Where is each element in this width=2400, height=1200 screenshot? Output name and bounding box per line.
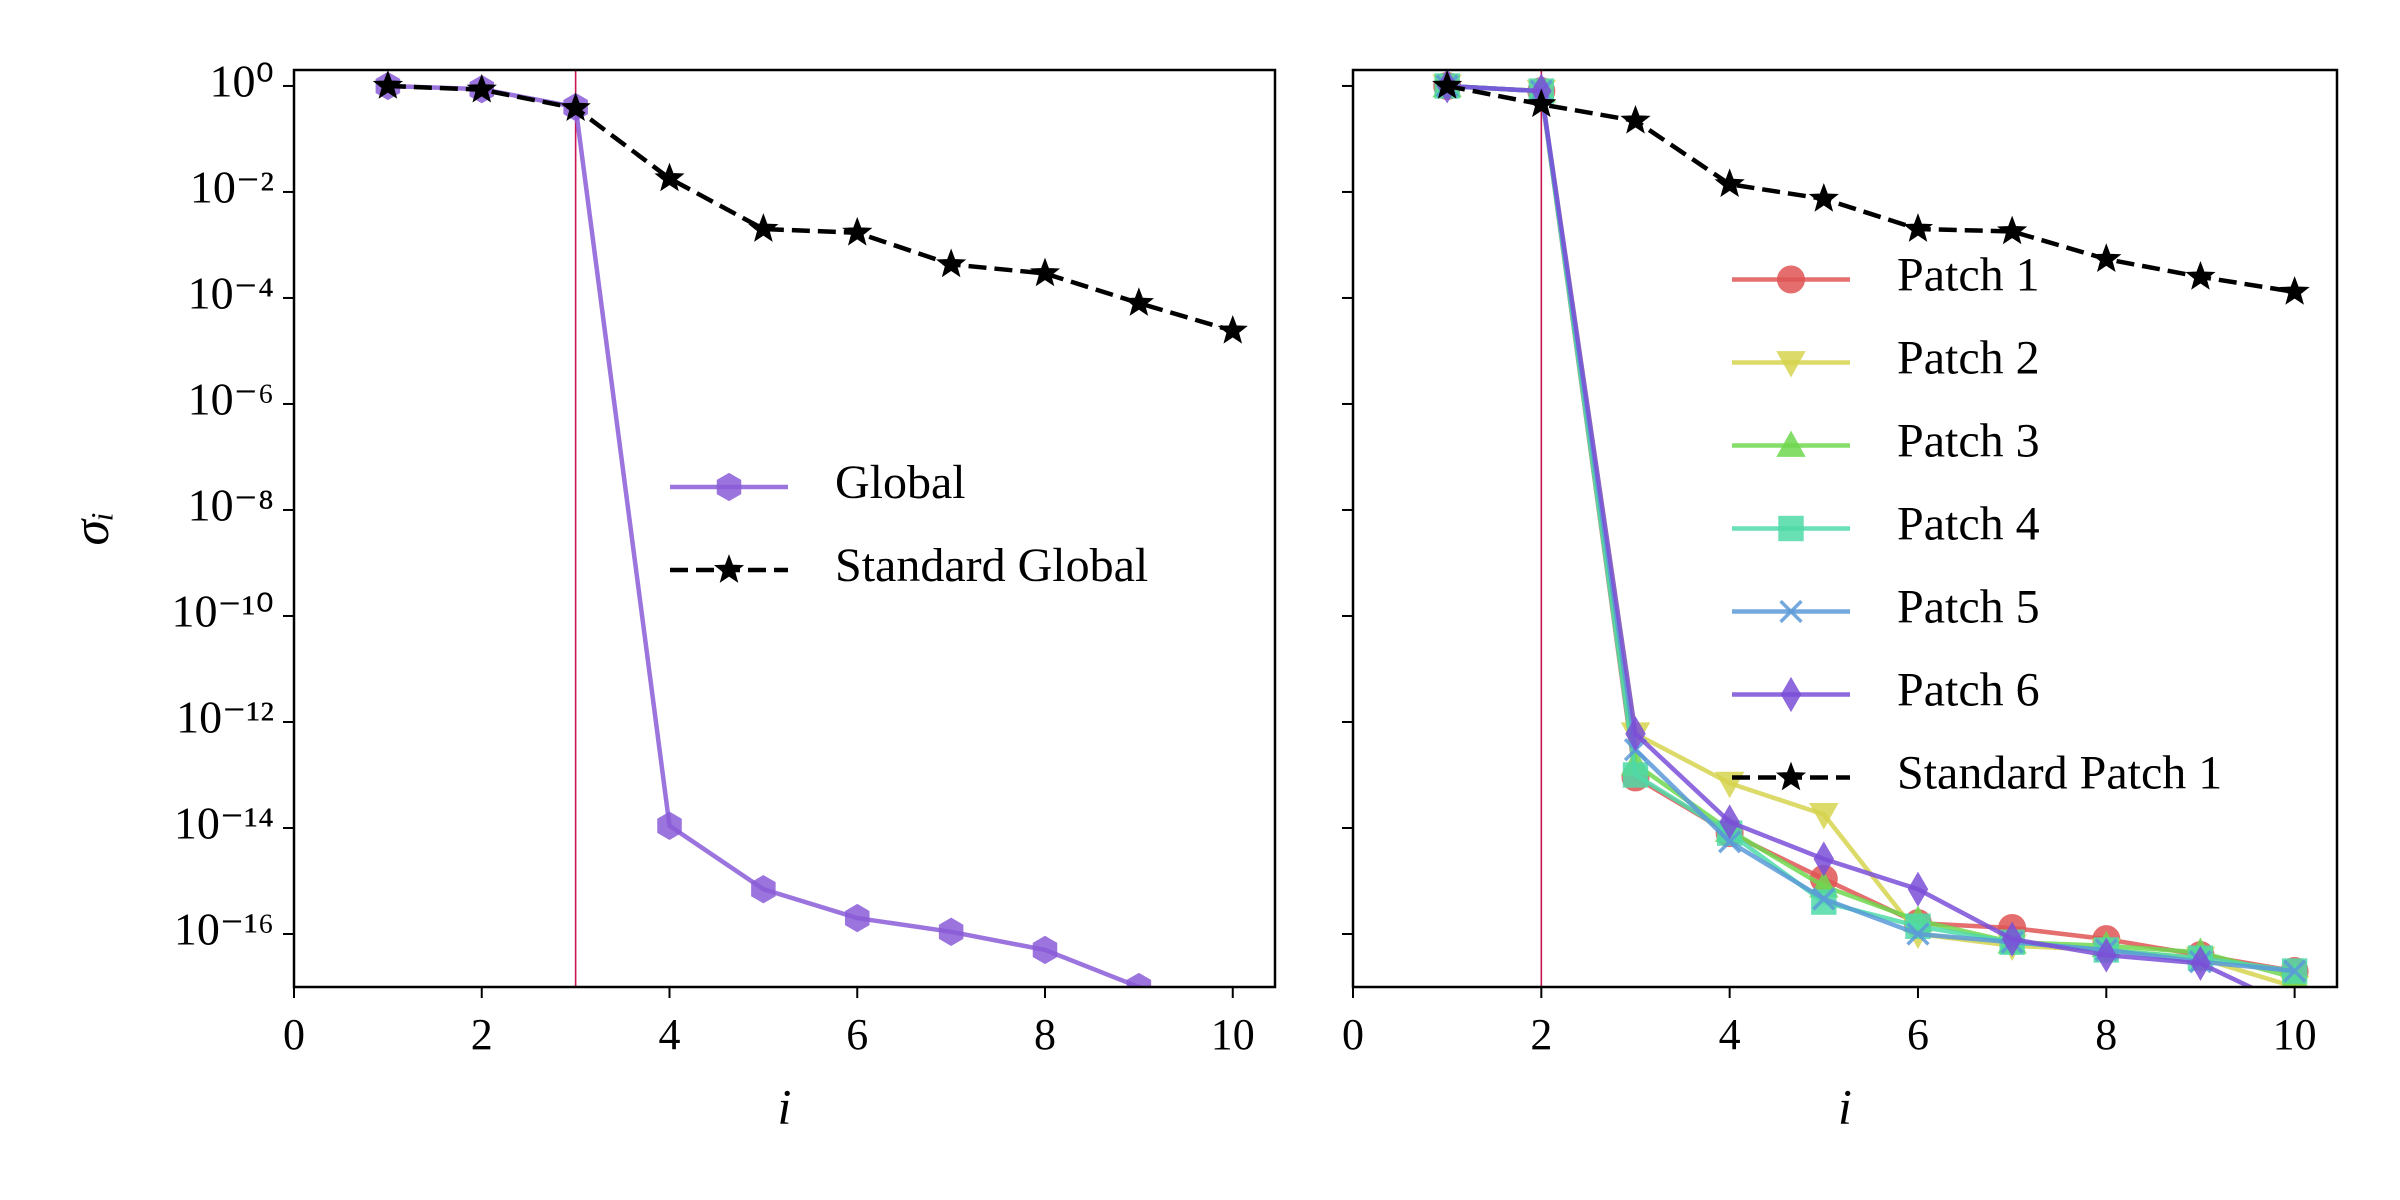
marker bbox=[1029, 257, 1061, 287]
marker bbox=[1809, 803, 1839, 830]
y-tick-label: 10⁻⁴ bbox=[188, 268, 274, 319]
marker bbox=[1907, 871, 1929, 907]
y-axis-label: σᵢ bbox=[63, 512, 120, 546]
marker bbox=[1625, 716, 1646, 752]
axes-frame bbox=[292, 68, 1277, 989]
marker bbox=[1032, 935, 1058, 965]
series-line bbox=[387, 83, 1234, 333]
x-axis-label: i bbox=[1838, 1078, 1852, 1134]
marker bbox=[716, 472, 742, 502]
legend-label: Patch 2 bbox=[1897, 332, 2040, 385]
legend-label: Patch 4 bbox=[1897, 498, 2040, 551]
legend-label: Global bbox=[835, 456, 966, 509]
marker bbox=[1775, 761, 1807, 791]
x-axis-label: i bbox=[778, 1078, 792, 1134]
x-tick-label: 4 bbox=[659, 1010, 681, 1059]
marker bbox=[2279, 276, 2310, 305]
marker bbox=[1719, 804, 1740, 840]
marker bbox=[2282, 959, 2307, 983]
legend-label: Patch 1 bbox=[1897, 249, 2040, 302]
legend-label: Patch 5 bbox=[1897, 581, 2040, 634]
y-tick-label: 10⁻¹⁴ bbox=[174, 798, 274, 849]
series-line bbox=[1447, 83, 2295, 974]
marker bbox=[2096, 937, 2117, 973]
marker bbox=[1622, 762, 1649, 788]
marker bbox=[1776, 430, 1806, 457]
marker bbox=[842, 216, 873, 246]
marker bbox=[1217, 314, 1248, 344]
marker bbox=[1718, 830, 1742, 854]
marker bbox=[1780, 676, 1802, 713]
x-tick-label: 8 bbox=[1034, 1010, 1056, 1059]
x-tick-label: 6 bbox=[1907, 1010, 1929, 1059]
x-tick-label: 10 bbox=[2273, 1010, 2317, 1059]
y-tick-label: 10⁻¹² bbox=[176, 692, 274, 743]
marker bbox=[1779, 599, 1803, 624]
marker bbox=[1813, 841, 1835, 877]
marker bbox=[1812, 887, 1836, 911]
x-tick-label: 10 bbox=[1211, 1010, 1255, 1059]
marker bbox=[936, 248, 967, 278]
marker bbox=[2185, 261, 2216, 290]
plot-area bbox=[1432, 70, 2310, 987]
marker bbox=[560, 92, 591, 122]
legend-label: Patch 6 bbox=[1897, 664, 2040, 717]
series-line bbox=[1447, 83, 2256, 987]
marker bbox=[1714, 168, 1745, 198]
marker bbox=[2190, 945, 2211, 981]
series-line bbox=[1446, 83, 2295, 295]
y-tick-label: 10⁻¹⁰ bbox=[171, 586, 274, 637]
marker bbox=[844, 903, 870, 933]
y-tick-label: 10⁻² bbox=[190, 162, 274, 213]
marker bbox=[1777, 265, 1805, 294]
legend-label: Standard Global bbox=[835, 539, 1148, 592]
y-tick-label: 10⁻⁶ bbox=[188, 374, 274, 425]
axes-frame bbox=[1351, 68, 2339, 989]
x-tick-label: 2 bbox=[1530, 1010, 1552, 1059]
series-line bbox=[1447, 83, 2296, 980]
x-tick-label: 2 bbox=[471, 1010, 493, 1059]
y-tick-label: 10⁻¹⁶ bbox=[174, 904, 274, 955]
marker bbox=[713, 554, 745, 583]
marker bbox=[466, 73, 497, 103]
plot-area bbox=[372, 70, 1248, 987]
marker bbox=[1906, 922, 1930, 946]
marker bbox=[1432, 70, 1463, 99]
series-line bbox=[1447, 83, 2296, 987]
series-line bbox=[1447, 83, 2296, 974]
marker bbox=[748, 213, 779, 242]
marker bbox=[1997, 215, 2028, 245]
legend-label: Patch 3 bbox=[1897, 415, 2040, 468]
marker bbox=[751, 875, 776, 904]
marker bbox=[1526, 88, 1557, 118]
marker bbox=[2091, 243, 2122, 272]
x-tick-label: 8 bbox=[2095, 1010, 2117, 1059]
marker bbox=[654, 162, 685, 192]
marker bbox=[1776, 351, 1806, 378]
series-line bbox=[1447, 83, 2295, 974]
marker bbox=[1808, 183, 1839, 212]
x-tick-label: 0 bbox=[283, 1010, 305, 1059]
marker bbox=[657, 811, 682, 840]
marker bbox=[2001, 921, 2023, 957]
y-tick-label: 10⁰ bbox=[210, 56, 274, 107]
marker bbox=[938, 917, 964, 946]
marker bbox=[1620, 104, 1651, 134]
marker bbox=[1778, 515, 1804, 542]
legend-label: Standard Patch 1 bbox=[1897, 747, 2222, 800]
marker bbox=[1902, 213, 1934, 242]
x-tick-label: 6 bbox=[846, 1010, 868, 1059]
y-tick-label: 10⁻⁸ bbox=[188, 480, 274, 531]
marker bbox=[1126, 972, 1152, 987]
marker bbox=[372, 70, 403, 99]
x-tick-label: 4 bbox=[1719, 1010, 1741, 1059]
marker bbox=[1123, 287, 1154, 316]
x-tick-label: 0 bbox=[1342, 1010, 1364, 1059]
